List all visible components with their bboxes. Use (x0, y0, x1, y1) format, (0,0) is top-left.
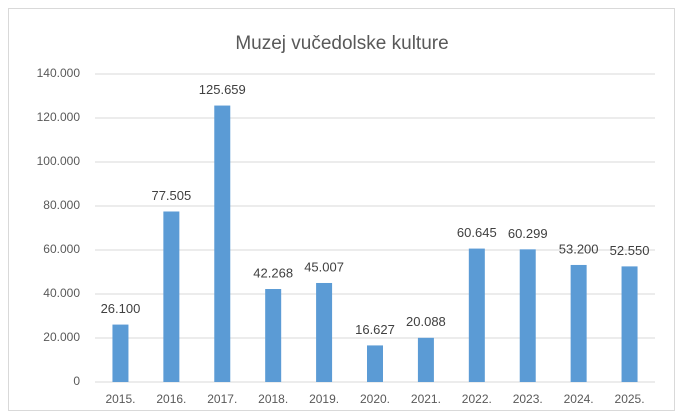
y-tick-label: 40.000 (43, 286, 80, 300)
y-tick-label: 20.000 (43, 330, 80, 344)
value-label: 16.627 (355, 322, 395, 337)
x-tick-label: 2022. (462, 392, 492, 406)
x-tick-label: 2024. (564, 392, 594, 406)
bar (621, 266, 638, 382)
value-label: 52.550 (610, 243, 650, 258)
y-tick-label: 120.000 (37, 110, 81, 124)
y-tick-label: 80.000 (43, 198, 80, 212)
y-tick-label: 60.000 (43, 242, 80, 256)
x-tick-label: 2023. (513, 392, 543, 406)
x-tick-label: 2017. (207, 392, 237, 406)
value-label: 20.088 (406, 314, 446, 329)
chart-title: Muzej vučedolske kulture (235, 33, 448, 54)
value-label: 26.100 (101, 301, 141, 316)
x-tick-label: 2021. (411, 392, 441, 406)
x-tick-label: 2015. (105, 392, 135, 406)
x-tick-label: 2025. (615, 392, 645, 406)
value-label: 125.659 (199, 82, 246, 97)
bar (417, 337, 434, 382)
bar (214, 105, 231, 382)
x-tick-label: 2018. (258, 392, 288, 406)
bar (112, 324, 129, 382)
x-tick-label: 2019. (309, 392, 339, 406)
bar (316, 282, 333, 382)
x-tick-label: 2016. (156, 392, 186, 406)
bar (468, 248, 485, 382)
value-label: 53.200 (559, 241, 599, 256)
bar (519, 249, 536, 382)
value-label: 45.007 (304, 259, 344, 274)
y-tick-label: 100.000 (37, 154, 81, 168)
value-label: 60.645 (457, 225, 497, 240)
x-tick-label: 2020. (360, 392, 390, 406)
y-tick-label: 140.000 (37, 66, 81, 80)
bar (265, 289, 282, 382)
value-label: 60.299 (508, 226, 548, 241)
bar (570, 264, 587, 382)
y-tick-label: 0 (73, 374, 80, 388)
value-label: 42.268 (253, 265, 293, 280)
value-label: 77.505 (151, 188, 191, 203)
bar (163, 211, 180, 382)
bar (367, 345, 383, 382)
